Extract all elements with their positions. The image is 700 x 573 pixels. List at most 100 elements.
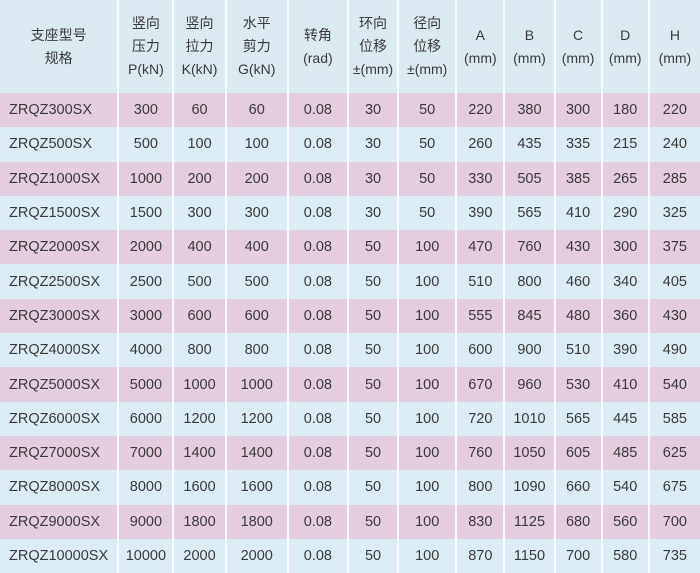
table-row: ZRQZ6000SX 6000 1200 1200 0.08 50 100 720 1010 56… bbox=[0, 401, 700, 436]
value-cell: 0.08 bbox=[286, 127, 348, 162]
value-cell: 1200 bbox=[172, 401, 226, 436]
value-cell: 800 bbox=[224, 333, 288, 368]
value-cell: 285 bbox=[647, 161, 700, 196]
value-cell: 330 bbox=[455, 161, 505, 196]
value-cell: 265 bbox=[600, 161, 649, 196]
value-cell: 560 bbox=[600, 504, 649, 539]
table-row: ZRQZ1000SX 1000 200 200 0.08 30 50 330 505 385 265… bbox=[0, 161, 700, 196]
value-cell: 435 bbox=[503, 127, 555, 162]
header-text: 转角 bbox=[303, 26, 332, 43]
value-cell: 50 bbox=[346, 435, 399, 471]
value-cell: 510 bbox=[455, 264, 505, 299]
value-cell: 0.08 bbox=[286, 93, 348, 128]
value-cell: 0.08 bbox=[286, 435, 348, 471]
header-h: H (mm) bbox=[647, 0, 700, 93]
table-row: ZRQZ1500SX 1500 300 300 0.08 30 50 390 565 410 290… bbox=[0, 195, 700, 231]
value-cell: 30 bbox=[346, 93, 399, 128]
header-text: 规格 bbox=[44, 49, 73, 66]
header-text: 位移 bbox=[413, 38, 442, 54]
table-row: ZRQZ5000SX 5000 1000 1000 0.08 50 100 670 960 530… bbox=[0, 367, 700, 402]
model-cell: ZRQZ5000SX bbox=[0, 367, 119, 402]
value-cell: 60 bbox=[172, 93, 226, 128]
value-cell: 50 bbox=[346, 264, 399, 299]
value-cell: 530 bbox=[553, 367, 602, 402]
header-text: H bbox=[669, 26, 680, 43]
value-cell: 390 bbox=[455, 195, 505, 231]
value-cell: 300 bbox=[553, 93, 602, 128]
table-row: ZRQZ2500SX 2500 500 500 0.08 50 100 510 800 460 34… bbox=[0, 264, 700, 299]
value-cell: 760 bbox=[503, 230, 555, 265]
value-cell: 565 bbox=[503, 195, 555, 231]
value-cell: 1125 bbox=[503, 504, 555, 539]
value-cell: 445 bbox=[600, 401, 649, 436]
value-cell: 675 bbox=[647, 470, 700, 505]
value-cell: 540 bbox=[600, 470, 649, 505]
value-cell: 830 bbox=[455, 504, 505, 539]
header-text: 环向 bbox=[359, 15, 388, 31]
value-cell: 1050 bbox=[503, 435, 555, 471]
value-cell: 500 bbox=[117, 127, 174, 162]
table-row: ZRQZ3000SX 3000 600 600 0.08 50 100 555 845 480 36… bbox=[0, 298, 700, 334]
value-cell: 30 bbox=[346, 195, 399, 231]
value-cell: 0.08 bbox=[286, 504, 348, 539]
header-rotation: 转角 (rad) bbox=[286, 0, 348, 93]
value-cell: 1010 bbox=[503, 401, 555, 436]
value-cell: 100 bbox=[397, 435, 457, 471]
value-cell: 0.08 bbox=[286, 195, 348, 231]
value-cell: 10000 bbox=[117, 538, 174, 573]
table-row: ZRQZ9000SX 9000 1800 1800 0.08 50 100 830 1125 68… bbox=[0, 504, 700, 539]
header-text: 压力 bbox=[131, 38, 160, 54]
header-text: 支座型号 bbox=[30, 26, 87, 43]
value-cell: 720 bbox=[455, 401, 505, 436]
header-circumferential-displacement: 环向 位移 ±(mm) bbox=[346, 0, 399, 93]
header-text: G(kN) bbox=[238, 61, 276, 77]
header-text: (mm) bbox=[561, 49, 595, 66]
value-cell: 1600 bbox=[224, 470, 288, 505]
value-cell: 100 bbox=[397, 538, 457, 573]
header-b: B (mm) bbox=[503, 0, 555, 93]
model-cell: ZRQZ1000SX bbox=[0, 161, 119, 196]
value-cell: 1400 bbox=[172, 435, 226, 471]
value-cell: 200 bbox=[224, 161, 288, 196]
value-cell: 1500 bbox=[117, 195, 174, 231]
header-radial-displacement: 径向 位移 ±(mm) bbox=[397, 0, 457, 93]
value-cell: 50 bbox=[346, 504, 399, 539]
value-cell: 50 bbox=[397, 195, 457, 231]
value-cell: 1600 bbox=[172, 470, 226, 505]
value-cell: 390 bbox=[600, 333, 649, 368]
value-cell: 405 bbox=[647, 264, 700, 299]
header-text: ±(mm) bbox=[407, 61, 448, 77]
value-cell: 375 bbox=[647, 230, 700, 265]
header-text: (rad) bbox=[303, 49, 333, 66]
value-cell: 7000 bbox=[117, 435, 174, 471]
value-cell: 4000 bbox=[117, 333, 174, 368]
header-text: A bbox=[475, 26, 485, 43]
header-text: 位移 bbox=[359, 38, 388, 54]
value-cell: 100 bbox=[397, 470, 457, 505]
value-cell: 0.08 bbox=[286, 401, 348, 436]
header-text: (mm) bbox=[608, 49, 642, 66]
value-cell: 625 bbox=[647, 435, 700, 471]
value-cell: 240 bbox=[647, 127, 700, 162]
value-cell: 100 bbox=[397, 230, 457, 265]
value-cell: 50 bbox=[346, 230, 399, 265]
value-cell: 50 bbox=[397, 127, 457, 162]
value-cell: 565 bbox=[553, 401, 602, 436]
value-cell: 505 bbox=[503, 161, 555, 196]
value-cell: 1400 bbox=[224, 435, 288, 471]
value-cell: 500 bbox=[224, 264, 288, 299]
value-cell: 300 bbox=[600, 230, 649, 265]
value-cell: 50 bbox=[346, 298, 399, 334]
header-text: K(kN) bbox=[181, 61, 218, 77]
value-cell: 50 bbox=[346, 401, 399, 436]
table-row: ZRQZ500SX 500 100 100 0.08 30 50 260 435 335 215 24… bbox=[0, 127, 700, 162]
value-cell: 2000 bbox=[117, 230, 174, 265]
header-text: C bbox=[573, 26, 584, 43]
value-cell: 510 bbox=[553, 333, 602, 368]
value-cell: 480 bbox=[553, 298, 602, 334]
value-cell: 50 bbox=[397, 93, 457, 128]
header-text: 竖向 bbox=[185, 15, 214, 31]
value-cell: 5000 bbox=[117, 367, 174, 402]
value-cell: 360 bbox=[600, 298, 649, 334]
value-cell: 470 bbox=[455, 230, 505, 265]
